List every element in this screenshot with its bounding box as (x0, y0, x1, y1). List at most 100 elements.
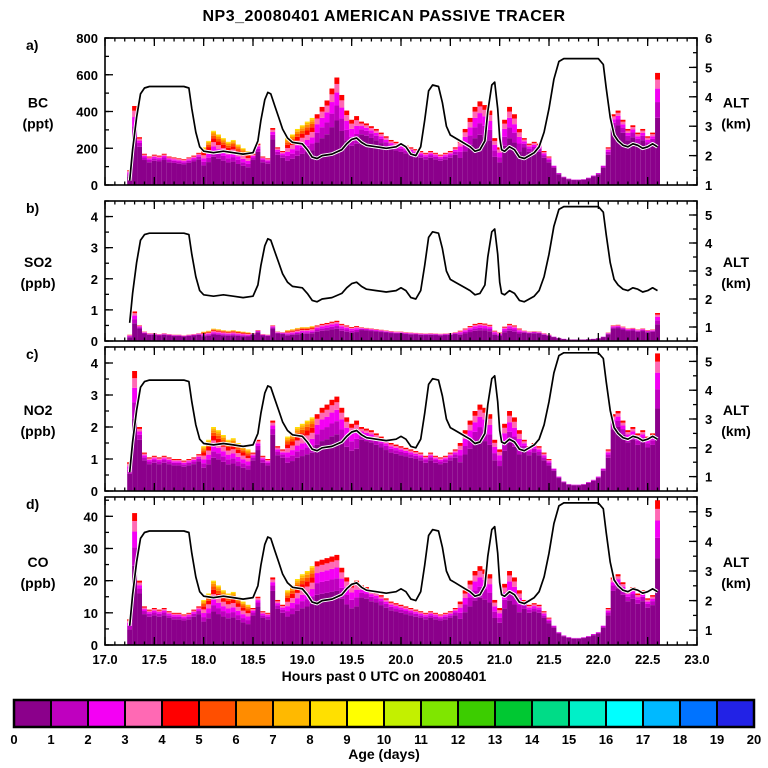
x-tick-label: 23.0 (684, 652, 709, 667)
age-colorbar-tick-label: 6 (232, 732, 239, 747)
axis-ticks (104, 496, 698, 646)
alt-axis-unit-label: (km) (721, 116, 751, 132)
alt-tick-label: 3 (705, 564, 712, 579)
x-tick-label: 19.5 (339, 652, 364, 667)
x-tick-label: 21.5 (536, 652, 561, 667)
panel-letter: b) (26, 200, 39, 216)
x-tick-label: 18.0 (191, 652, 216, 667)
age-colorbar-cell (494, 699, 533, 728)
species-unit-label: (ppb) (21, 275, 56, 291)
species-label: SO2 (24, 254, 52, 270)
age-colorbar-tick-label: 16 (599, 732, 613, 747)
y-tick-label: 400 (76, 105, 98, 120)
alt-axis-label: ALT (723, 402, 750, 418)
alt-tick-label: 5 (705, 505, 712, 520)
alt-tick-label: 4 (705, 236, 713, 251)
alt-tick-label: 5 (705, 354, 712, 369)
y-tick-label: 2 (91, 272, 98, 287)
y-tick-label: 4 (91, 356, 99, 371)
age-colorbar-cell (383, 699, 422, 728)
alt-tick-label: 2 (705, 292, 712, 307)
y-tick-label: 1 (91, 452, 98, 467)
axis-ticks (104, 200, 698, 342)
age-colorbar-tick-label: 20 (747, 732, 761, 747)
axis-ticks (104, 346, 698, 492)
axis-ticks (104, 37, 698, 186)
alt-axis-unit-label: (km) (721, 423, 751, 439)
altitude-line (128, 205, 658, 323)
species-unit-label: (ppt) (22, 116, 53, 132)
age-colorbar-cell (568, 699, 607, 728)
age-colorbar-tick-label: 18 (673, 732, 687, 747)
age-colorbar-cell (309, 699, 348, 728)
co-age-bars (127, 500, 660, 645)
x-tick-label: 20.0 (388, 652, 413, 667)
panel-letter: a) (26, 37, 38, 53)
y-tick-label: 3 (91, 241, 98, 256)
panel-a: 0 200 400 600 800 1 2 3 4 5 6 a) BC (ppt) ALT (km) (22, 31, 750, 193)
alt-axis-unit-label: (km) (721, 275, 751, 291)
no2-age-bars (127, 353, 660, 491)
x-axis-title: Hours past 0 UTC on 20080401 (281, 668, 487, 684)
age-colorbar-tick-label: 10 (377, 732, 391, 747)
alt-axis-label: ALT (723, 95, 750, 111)
age-colorbar-cell (679, 699, 718, 728)
age-colorbar-cell (716, 699, 755, 728)
age-colorbar-cell (87, 699, 126, 728)
age-colorbar-cell (605, 699, 644, 728)
colorbar-title: Age (days) (348, 746, 420, 762)
alt-axis-label: ALT (723, 554, 750, 570)
panel-letter: d) (26, 496, 39, 512)
alt-tick-label: 5 (705, 60, 712, 75)
age-colorbar-tick-label: 19 (710, 732, 724, 747)
age-colorbar-cell (13, 699, 52, 728)
y-tick-label: 0 (91, 484, 98, 499)
x-tick-label: 17.5 (142, 652, 167, 667)
age-colorbar-frame (12, 698, 756, 729)
age-colorbar-tick-label: 13 (488, 732, 502, 747)
age-colorbar-cell (198, 699, 237, 728)
age-colorbar-cell (346, 699, 385, 728)
x-tick-label: 19.0 (290, 652, 315, 667)
x-tick-label: 21.0 (487, 652, 512, 667)
species-unit-label: (ppb) (21, 575, 56, 591)
alt-tick-label: 2 (705, 149, 712, 164)
bc-age-bars (127, 72, 660, 185)
alt-tick-label: 3 (705, 264, 712, 279)
alt-tick-label: 3 (705, 119, 712, 134)
x-tick-label: 17.0 (92, 652, 117, 667)
alt-axis-label: ALT (723, 254, 750, 270)
age-colorbar-cell (272, 699, 311, 728)
y-tick-label: 800 (76, 31, 98, 46)
age-colorbar-cell (457, 699, 496, 728)
age-colorbar-cell (531, 699, 570, 728)
species-label: BC (28, 95, 48, 111)
age-colorbar-cell (420, 699, 459, 728)
alt-tick-label: 3 (705, 412, 712, 427)
alt-tick-label: 2 (705, 594, 712, 609)
y-tick-label: 2 (91, 420, 98, 435)
x-tick-label: 18.5 (240, 652, 265, 667)
age-colorbar-tick-label: 11 (414, 732, 428, 747)
alt-tick-label: 6 (705, 31, 712, 46)
alt-tick-label: 1 (705, 623, 712, 638)
age-colorbar-tick-label: 4 (158, 732, 166, 747)
age-colorbar-tick-label: 3 (121, 732, 128, 747)
altitude-line (128, 57, 658, 181)
alt-tick-label: 4 (705, 534, 713, 549)
age-colorbar-tick-label: 15 (562, 732, 576, 747)
altitude-line (128, 502, 658, 626)
x-tick-label: 22.5 (635, 652, 660, 667)
age-colorbar-cell (642, 699, 681, 728)
age-colorbar-tick-label: 2 (84, 732, 91, 747)
y-tick-label: 0 (91, 178, 98, 193)
y-tick-label: 0 (91, 334, 98, 349)
alt-tick-label: 5 (705, 208, 712, 223)
y-tick-label: 30 (84, 541, 98, 556)
age-colorbar-tick-label: 14 (525, 732, 540, 747)
age-colorbar: 0 1 2 3 4 5 6 7 8 9 10 11 12 13 14 15 16 17 18 19 20 (10, 698, 761, 747)
altitude-line (128, 351, 658, 473)
alt-tick-label: 4 (705, 90, 713, 105)
age-colorbar-tick-label: 1 (47, 732, 54, 747)
